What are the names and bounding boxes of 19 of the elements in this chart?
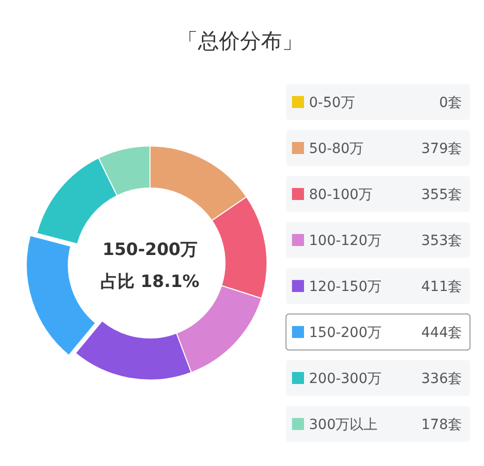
legend-label: 0-50万 [309, 95, 355, 111]
data-label: 411套 [421, 279, 462, 295]
legend-label: 150-200万 [309, 325, 382, 341]
data-label: 353套 [421, 233, 462, 249]
legend-label: 200-300万 [309, 371, 382, 387]
text: 0套 [439, 95, 462, 111]
chart-title: 「总价分布」 [177, 29, 303, 53]
data-label: 336套 [421, 371, 462, 387]
legend-label: 50-80万 [309, 141, 364, 157]
legend-label: 80-100万 [309, 187, 373, 203]
legend-label: 300万以上 [309, 417, 378, 433]
legend-label: 120-150万 [309, 279, 382, 295]
data-label: 379套 [421, 141, 462, 157]
data-label: 355套 [421, 187, 462, 203]
text: 150-200万 [102, 240, 198, 260]
text: 占比 18.1% [100, 272, 200, 292]
data-label: 444套 [421, 325, 462, 341]
legend-label: 100-120万 [309, 233, 382, 249]
data-label: 178套 [421, 417, 462, 433]
